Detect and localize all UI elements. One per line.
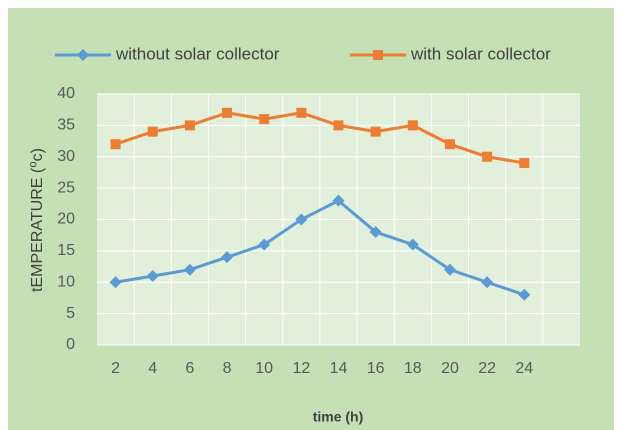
marker <box>444 139 455 150</box>
marker <box>296 107 307 118</box>
marker <box>406 238 419 251</box>
x-tick-label: 10 <box>255 360 273 377</box>
marker <box>259 114 270 125</box>
marker <box>110 139 121 150</box>
marker <box>518 288 531 301</box>
y-tick-label: 25 <box>57 179 75 196</box>
marker <box>333 120 344 131</box>
x-tick-label: 14 <box>330 360 348 377</box>
y-tick-label: 5 <box>66 305 75 322</box>
legend-marker <box>77 49 89 61</box>
marker <box>221 251 234 264</box>
marker <box>443 263 456 276</box>
series-line <box>115 198 525 297</box>
x-tick-label: 2 <box>111 360 120 377</box>
x-tick-label: 12 <box>292 360 310 377</box>
y-tick-label: 10 <box>57 273 75 290</box>
marker <box>407 120 418 131</box>
marker <box>481 276 494 289</box>
y-tick-label: 0 <box>66 336 75 353</box>
x-tick-label: 8 <box>223 360 232 377</box>
marker <box>184 120 195 131</box>
x-tick-label: 16 <box>367 360 385 377</box>
marker <box>370 126 381 137</box>
marker <box>258 238 271 251</box>
marker <box>295 213 308 226</box>
series-line <box>115 111 525 165</box>
x-tick-label: 20 <box>441 360 459 377</box>
marker <box>519 158 530 169</box>
marker <box>332 194 345 207</box>
legend-label: with solar collector <box>410 44 551 63</box>
y-tick-label: 15 <box>57 242 75 259</box>
x-tick-label: 18 <box>404 360 422 377</box>
x-tick-label: 4 <box>148 360 157 377</box>
marker <box>109 276 122 289</box>
legend-label: without solar collector <box>115 44 280 63</box>
marker <box>147 126 158 137</box>
y-axis-label: tEMPERATURE (⁰c) <box>29 148 46 292</box>
marker <box>146 269 159 282</box>
x-axis-label: time (h) <box>313 409 364 425</box>
legend-marker <box>373 50 383 60</box>
x-tick-label: 22 <box>478 360 496 377</box>
y-tick-label: 30 <box>57 148 75 165</box>
y-tick-label: 20 <box>57 211 75 228</box>
marker <box>482 151 493 162</box>
marker <box>222 107 233 118</box>
x-tick-label: 6 <box>185 360 194 377</box>
marker <box>183 263 196 276</box>
x-tick-label: 24 <box>515 360 533 377</box>
y-tick-label: 35 <box>57 117 75 134</box>
y-tick-label: 40 <box>57 85 75 102</box>
marker <box>369 226 382 239</box>
